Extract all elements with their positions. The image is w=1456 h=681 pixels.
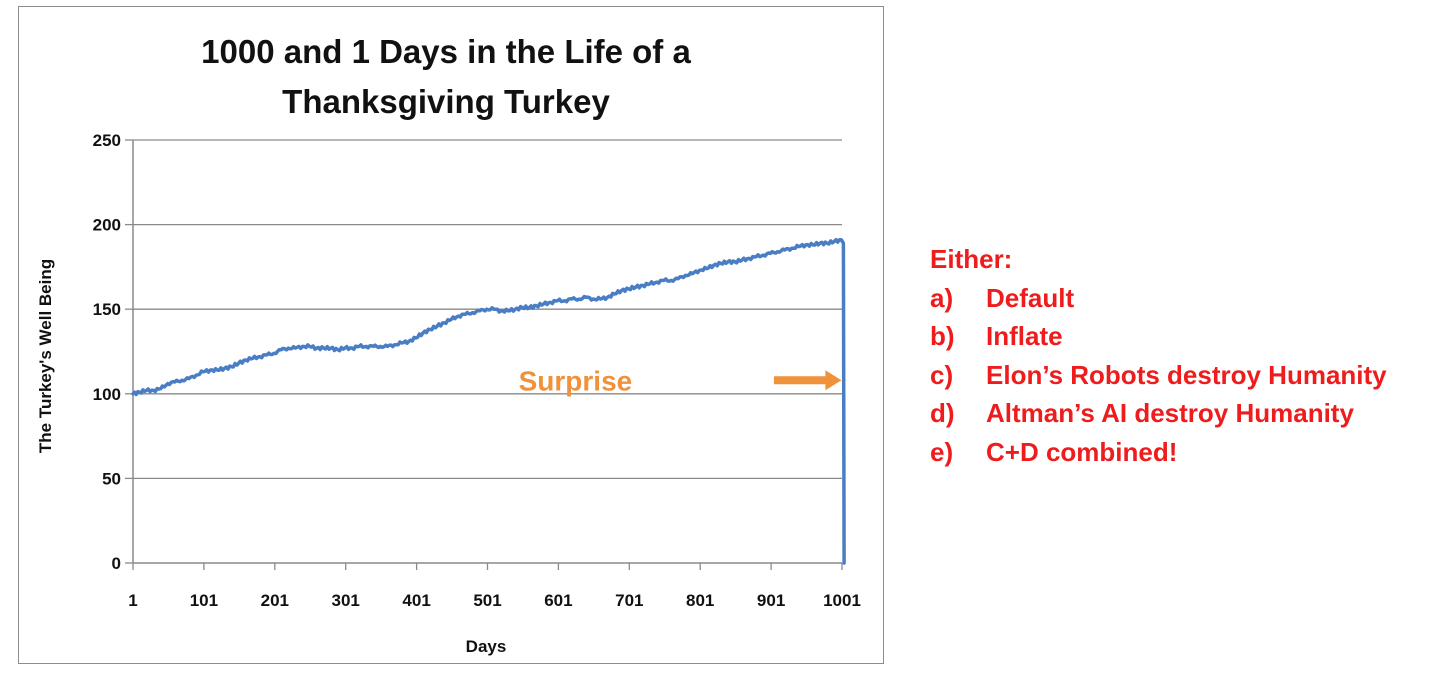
chart-title: 1000 and 1 Days in the Life of a Thanksg…	[201, 33, 691, 120]
x-tick-label: 701	[615, 591, 643, 610]
y-tick-label: 0	[112, 554, 121, 573]
y-axis-title: The Turkey's Well Being	[36, 259, 55, 453]
option-b: b) Inflate	[930, 317, 1450, 356]
option-text: Default	[986, 282, 1075, 313]
chart-title-line-1: 1000 and 1 Days in the Life of a	[201, 33, 691, 70]
x-tick-label: 301	[332, 591, 360, 610]
option-marker: b)	[930, 321, 955, 351]
annotation-layer: Surprise	[519, 365, 842, 396]
y-tick-label: 50	[102, 469, 121, 488]
y-tick-label: 150	[93, 300, 121, 319]
options-panel: Either: a) Default b) Inflate c) Elon’s …	[930, 240, 1450, 471]
surprise-annotation: Surprise	[519, 365, 633, 396]
x-axis-title: Days	[466, 637, 507, 656]
x-tick-label: 201	[261, 591, 289, 610]
option-marker: c)	[930, 359, 954, 390]
option-text: C+D combined!	[986, 436, 1178, 467]
x-tick-label: 901	[757, 591, 785, 610]
option-c: c) Elon’s Robots destroy Humanity	[930, 356, 1450, 395]
x-tick-label: 1001	[823, 591, 861, 610]
x-tick-label: 101	[190, 591, 218, 610]
y-tick-label: 200	[93, 216, 121, 235]
x-tick-label: 501	[473, 591, 501, 610]
x-tick-label: 401	[402, 591, 430, 610]
x-tick-label: 601	[544, 591, 572, 610]
y-tick-label: 100	[93, 385, 121, 404]
options-heading: Either:	[930, 244, 1013, 274]
x-tick-label: 801	[686, 591, 714, 610]
option-text: Altman’s AI destroy Humanity	[986, 398, 1354, 428]
option-d: d) Altman’s AI destroy Humanity	[930, 394, 1450, 433]
chart-title-line-2: Thanksgiving Turkey	[282, 83, 610, 120]
option-a: a) Default	[930, 279, 1450, 318]
series-layer	[131, 237, 846, 565]
option-e: e) C+D combined!	[930, 433, 1450, 472]
option-marker: e)	[930, 436, 954, 467]
series-line-0	[131, 237, 846, 565]
y-tick-label: 250	[93, 131, 121, 150]
option-marker: d)	[930, 398, 955, 428]
x-tick-label: 1	[128, 591, 137, 610]
line-chart: 1000 and 1 Days in the Life of a Thanksg…	[36, 33, 861, 656]
chart-frame: 1000 and 1 Days in the Life of a Thanksg…	[18, 6, 884, 664]
x-tick-labels: 1 101 201 301 401 501 601 701 801 901 1001	[128, 591, 861, 610]
option-text: Elon’s Robots destroy Humanity	[986, 359, 1387, 390]
axes	[125, 139, 843, 570]
option-marker: a)	[930, 282, 954, 313]
y-tick-labels: 0 50 100 150 200 250	[93, 131, 121, 573]
surprise-arrow-head	[825, 370, 842, 391]
option-text: Inflate	[986, 321, 1063, 351]
